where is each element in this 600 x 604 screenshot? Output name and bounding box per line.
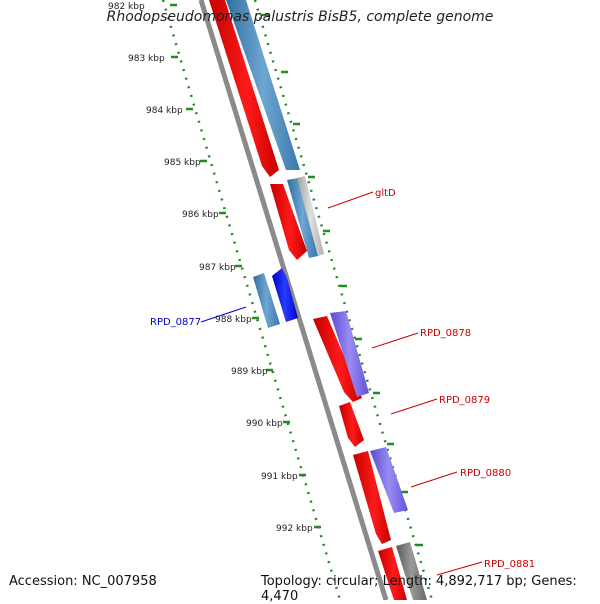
ruler-label: 990 kbp [246, 419, 283, 429]
ruler-label: 983 kbp [128, 54, 165, 64]
gene-label-rpd-0881[interactable]: RPD_0881 [484, 559, 535, 570]
ruler-label: 982 kbp [108, 2, 145, 12]
outer-ruler-ticks [262, 13, 423, 547]
hit-block [396, 542, 427, 600]
ruler-label: 986 kbp [182, 210, 219, 220]
cds-arrow [339, 402, 364, 447]
hit-block [226, 0, 300, 170]
forward-cds-track [209, 0, 407, 600]
ruler-label: 988 kbp [215, 315, 252, 325]
gene-label-rpd-0880[interactable]: RPD_0880 [460, 468, 511, 479]
gene-label-rpd-0879[interactable]: RPD_0879 [439, 395, 490, 406]
hit-block [297, 176, 324, 256]
gene-label-rpd-0877[interactable]: RPD_0877 [150, 317, 201, 328]
blast-hit-track [226, 0, 427, 600]
reverse-strand-genes [253, 268, 298, 328]
ruler-label: 989 kbp [231, 367, 268, 377]
cds-arrow [378, 547, 407, 600]
ruler-label: 991 kbp [261, 472, 298, 482]
reverse-cds-arrow [272, 268, 298, 322]
ruler-label: 992 kbp [276, 524, 313, 534]
gene-label-gltd[interactable]: gltD [375, 188, 396, 199]
gene-label-group: gltD RPD_0877 RPD_0878 RPD_0879 RPD_0880… [150, 188, 535, 576]
cds-arrow [209, 0, 279, 177]
cds-arrow [313, 316, 362, 402]
ruler-label: 984 kbp [146, 106, 183, 116]
hit-block [330, 311, 369, 397]
cds-arrow [353, 451, 391, 544]
map-title: Rhodopseudomonas palustris BisB5, comple… [106, 9, 494, 25]
gene-label-rpd-0878[interactable]: RPD_0878 [420, 328, 471, 339]
backbone-track [198, 0, 389, 600]
hit-block [370, 447, 408, 513]
ruler-label: 987 kbp [199, 263, 236, 273]
inner-ruler: 982 kbp 983 kbp 984 kbp 985 kbp 986 kbp … [108, 2, 321, 534]
hit-block [287, 178, 318, 258]
hit-block [253, 273, 280, 328]
accession-text: Accession: NC_007958 [9, 574, 157, 589]
cds-arrow [270, 184, 307, 260]
ruler-label: 985 kbp [164, 158, 201, 168]
